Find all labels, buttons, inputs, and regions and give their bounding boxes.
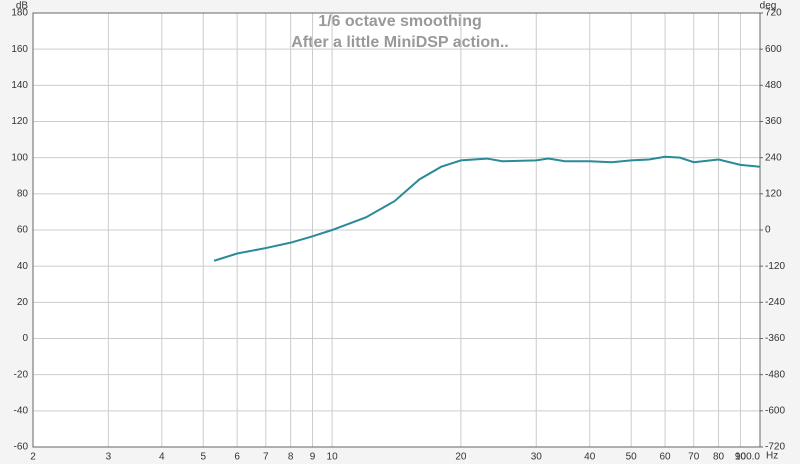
y2-tick-label: -120 [765, 261, 785, 272]
chart-title: 1/6 octave smoothing [318, 13, 482, 30]
x-tick-label: 3 [106, 452, 112, 463]
x-tick-label: 8 [288, 452, 294, 463]
y2-tick-label: 240 [765, 152, 782, 163]
y2-axis-label: deg [760, 1, 777, 12]
x-tick-label: 7 [263, 452, 269, 463]
y2-tick-label: -600 [765, 405, 785, 416]
y-tick-label: -40 [14, 405, 29, 416]
x-tick-label: 30 [531, 452, 543, 463]
y-tick-label: 40 [17, 261, 29, 272]
x-tick-label: 70 [688, 452, 700, 463]
x-unit-label: Hz [766, 451, 778, 462]
x-tick-label: 10 [327, 452, 339, 463]
y2-tick-label: 600 [765, 44, 782, 55]
plot-border [32, 12, 761, 448]
x-tick-label: 5 [200, 452, 206, 463]
y-tick-label: 80 [17, 188, 29, 199]
x-tick-label: 2 [30, 452, 36, 463]
x-tick-label: 80 [713, 452, 725, 463]
chart-subtitle: After a little MiniDSP action.. [291, 34, 509, 51]
y2-tick-label: -360 [765, 333, 785, 344]
x-tick-label: 90 [735, 452, 747, 463]
y2-tick-label: -240 [765, 297, 785, 308]
y-tick-label: 120 [11, 116, 28, 127]
x-tick-label: 60 [660, 452, 672, 463]
y-tick-label: 20 [17, 297, 29, 308]
x-tick-label: 20 [455, 452, 467, 463]
y2-tick-label: -480 [765, 369, 785, 380]
y-tick-label: 160 [11, 44, 28, 55]
y-tick-label: -60 [14, 442, 29, 453]
y2-tick-label: -720 [765, 442, 785, 453]
x-tick-label: 40 [584, 452, 596, 463]
x-tick-label: 4 [159, 452, 165, 463]
y-axis-label: dB [16, 1, 29, 12]
y2-tick-label: 720 [765, 8, 782, 19]
x-tick-label: 50 [626, 452, 638, 463]
y-tick-label: 100 [11, 152, 28, 163]
x-tick-label: 9 [310, 452, 316, 463]
y-tick-label: 180 [11, 8, 28, 19]
y-tick-label: 60 [17, 225, 29, 236]
series-line [213, 155, 761, 262]
y2-tick-label: 120 [765, 188, 782, 199]
y-tick-label: 140 [11, 80, 28, 91]
x-tick-label: 6 [234, 452, 240, 463]
x-tick-label: 100.0 [735, 452, 760, 463]
y-tick-label: 0 [22, 333, 28, 344]
y2-tick-label: 360 [765, 116, 782, 127]
y-tick-label: -20 [14, 369, 29, 380]
y2-tick-label: 480 [765, 80, 782, 91]
y2-tick-label: 0 [765, 225, 771, 236]
